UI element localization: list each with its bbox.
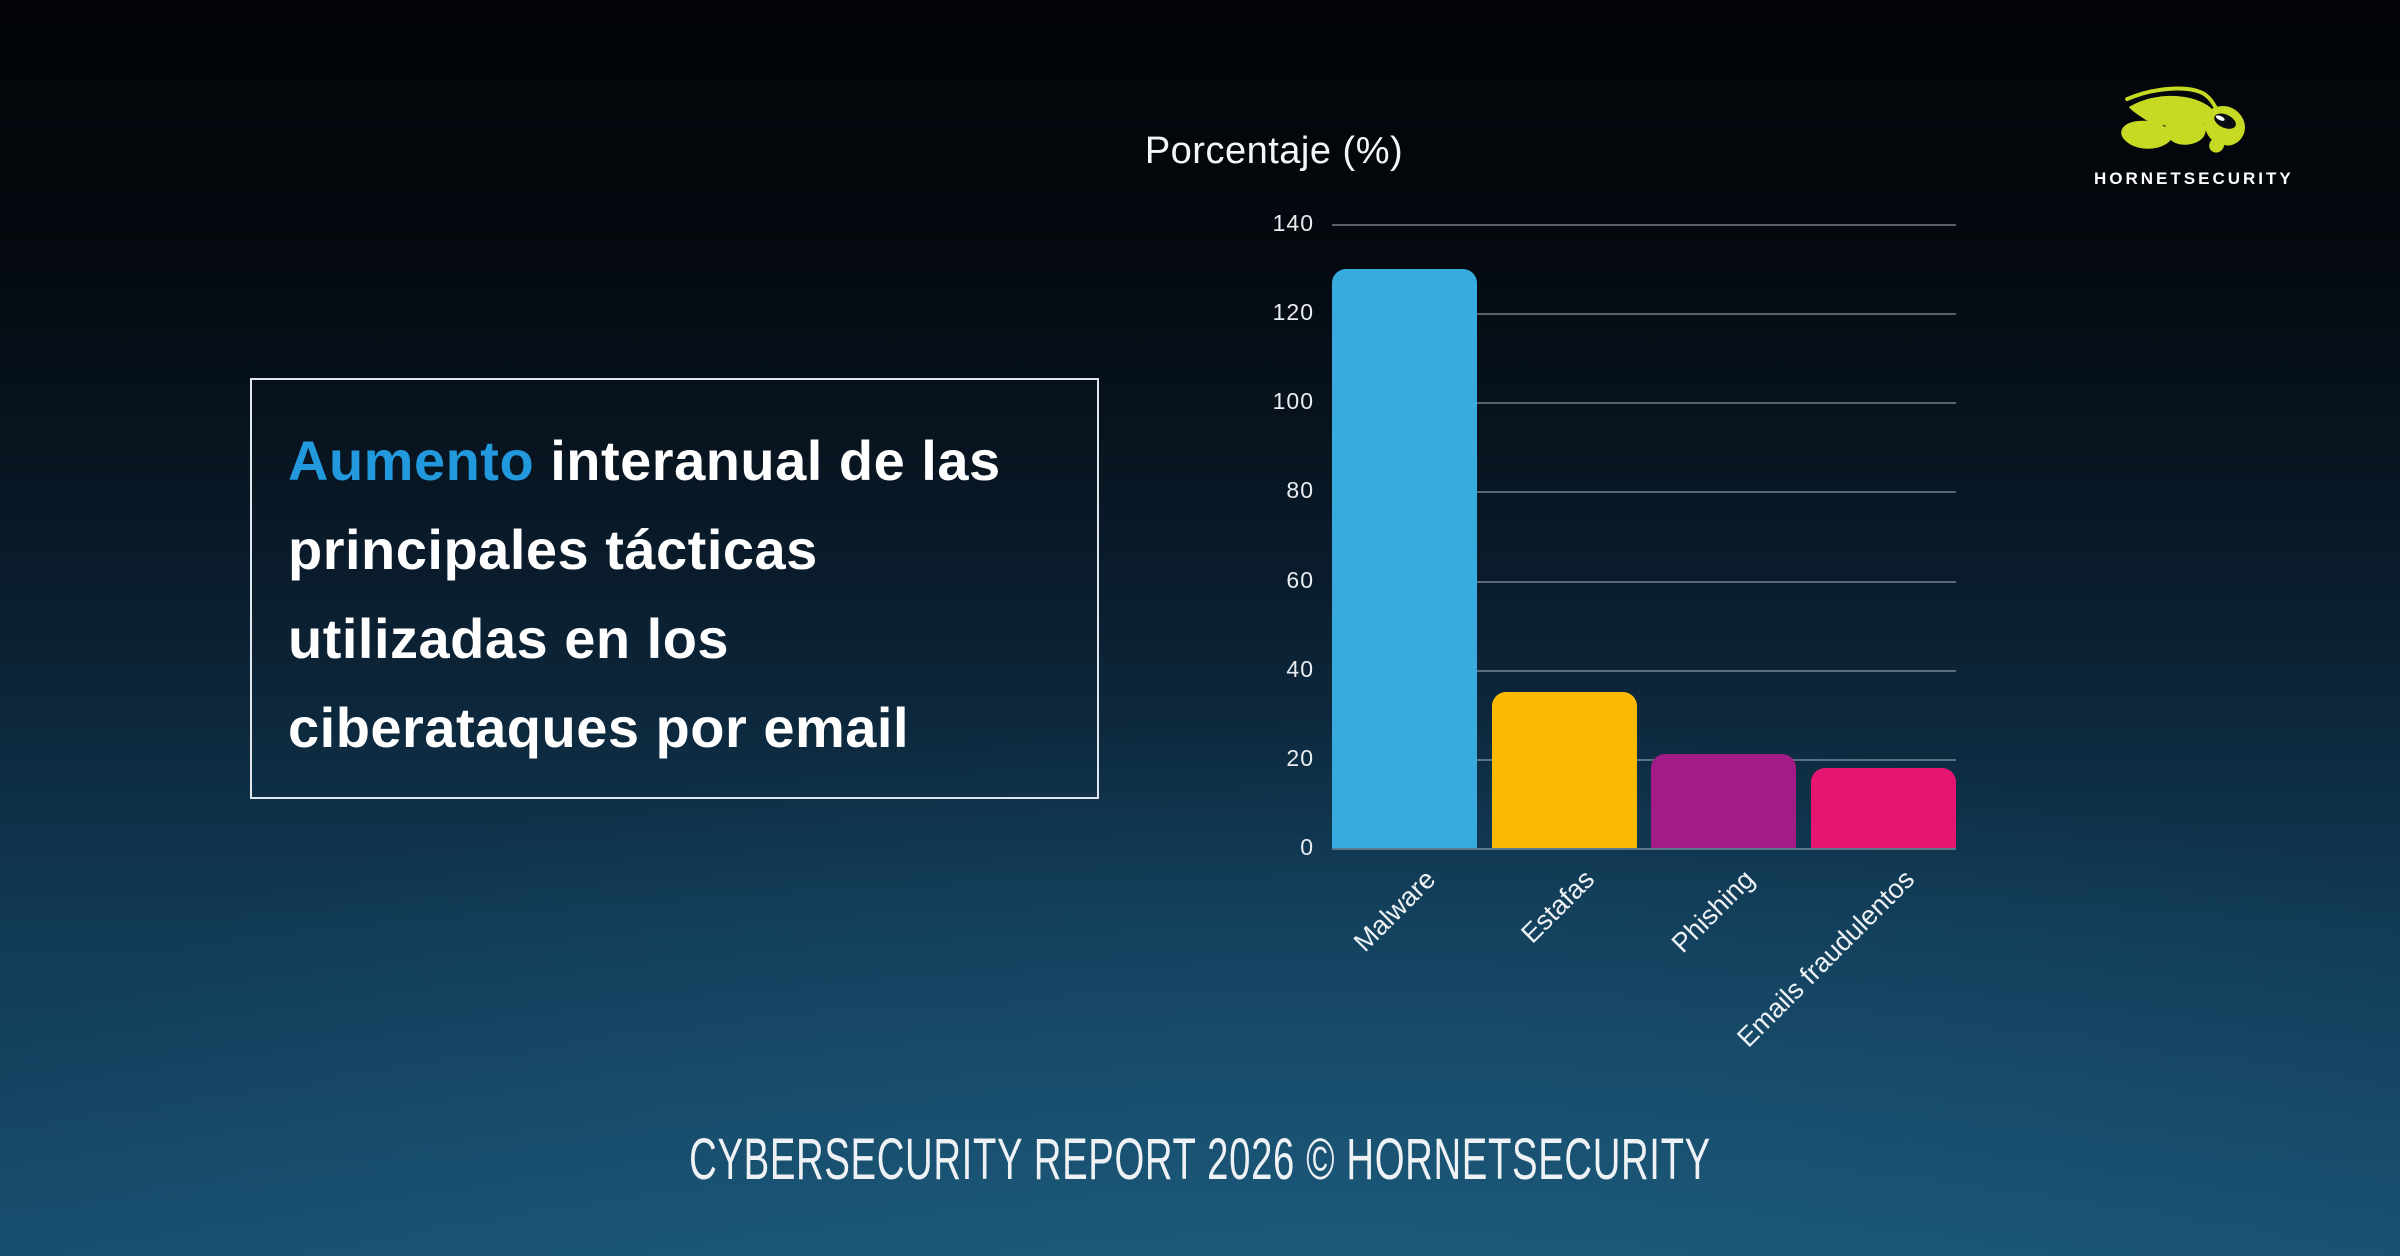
- y-tick-label-60: 60: [1286, 566, 1314, 593]
- y-tick-label-120: 120: [1272, 299, 1314, 326]
- gridline-60: [1332, 580, 1956, 583]
- headline-accent-word: Aumento: [288, 429, 535, 492]
- y-tick-label-140: 140: [1272, 209, 1314, 236]
- footer-credit-text: CYBERSECURITY REPORT 2026 © HORNETSECURI…: [689, 1127, 1711, 1192]
- footer: CYBERSECURITY REPORT 2026 © HORNETSECURI…: [0, 1126, 2400, 1193]
- y-tick-label-100: 100: [1272, 388, 1314, 415]
- gridline-100: [1332, 402, 1956, 405]
- hornet-icon: [2121, 86, 2245, 153]
- gridline-0: [1332, 848, 1956, 850]
- gridline-80: [1332, 491, 1956, 494]
- y-tick-label-0: 0: [1300, 833, 1314, 860]
- bar-emails-fraudulentos: [1811, 767, 1956, 848]
- bar-estafas: [1491, 692, 1637, 848]
- headline-box: Aumento interanual de las principales tá…: [250, 378, 1099, 799]
- bar-phishing: [1651, 754, 1797, 848]
- bar-chart-plot-area: 140 120 100 80 60 40 20 0 Malware Estafas Phishing…: [1273, 210, 1956, 1053]
- hornetsecurity-logo: HORNETSECURITY: [2094, 70, 2294, 189]
- headline-line-1: Aumento interanual de las: [288, 416, 1067, 505]
- headline-line-4: ciberataques por email: [288, 696, 910, 759]
- y-tick-label-40: 40: [1286, 655, 1314, 682]
- gridline-140: [1332, 224, 1956, 226]
- gridline-20: [1332, 758, 1956, 761]
- headline-line-1-rest: interanual de las: [534, 429, 1001, 492]
- bar-malware: [1332, 268, 1477, 848]
- gridline-40: [1332, 669, 1956, 672]
- y-tick-label-20: 20: [1286, 744, 1314, 771]
- headline-line-3: utilizadas en los: [288, 607, 730, 670]
- logo-brand-text: HORNETSECURITY: [2094, 169, 2294, 188]
- gridline-120: [1332, 313, 1956, 316]
- headline-line-2: principales tácticas: [288, 518, 818, 581]
- y-tick-label-80: 80: [1286, 477, 1314, 504]
- chart-title: Porcentaje (%): [1144, 130, 1404, 172]
